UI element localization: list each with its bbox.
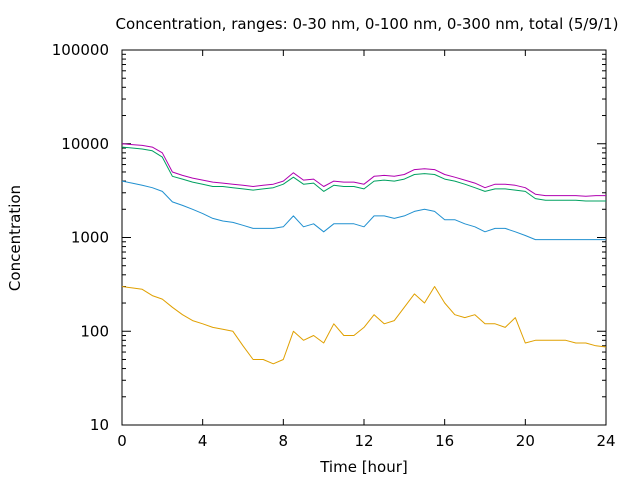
series-line-3 <box>121 180 606 241</box>
y-tick-label: 10 <box>90 416 109 434</box>
y-tick-label: 100 <box>80 322 109 340</box>
y-axis-label: Concentration <box>6 185 24 291</box>
x-tick-label: 8 <box>279 432 289 450</box>
x-axis-ticks: 0 4 8 12 16 20 24 <box>117 50 616 450</box>
x-tick-label: 12 <box>354 432 373 450</box>
x-axis-label: Time [hour] <box>319 458 408 476</box>
series-line-1 <box>121 143 606 197</box>
plot-frame <box>121 49 607 426</box>
series-line-4 <box>121 286 607 365</box>
y-tick-label: 100000 <box>52 41 109 59</box>
y-axis-ticks: 10 100 1000 10000 100000 <box>52 41 606 434</box>
x-tick-label: 20 <box>516 432 535 450</box>
series-lines <box>121 143 607 365</box>
x-tick-label: 24 <box>596 432 615 450</box>
plot-border <box>121 49 607 426</box>
x-tick-label: 16 <box>435 432 454 450</box>
chart-title: Concentration, ranges: 0-30 nm, 0-100 nm… <box>116 15 619 33</box>
x-tick-label: 4 <box>198 432 208 450</box>
y-tick-label: 10000 <box>61 135 109 153</box>
series-line-2 <box>121 146 606 202</box>
x-tick-label: 0 <box>117 432 127 450</box>
y-tick-label: 1000 <box>71 229 109 247</box>
